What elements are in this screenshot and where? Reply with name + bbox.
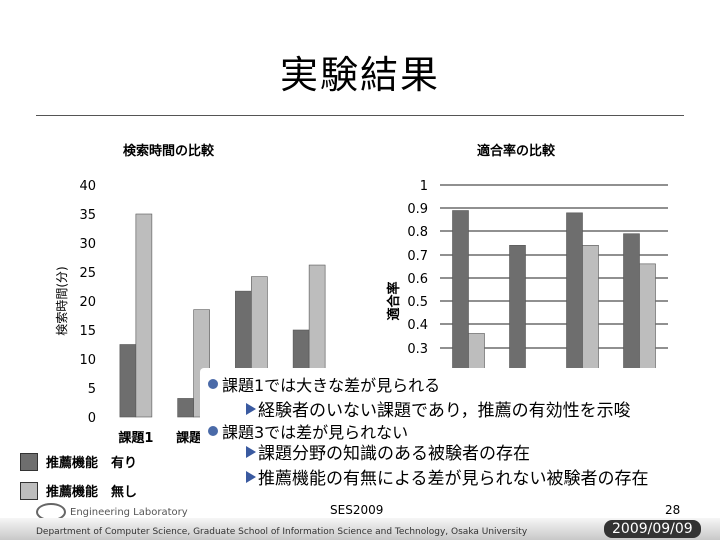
- chart1-ytick-7: 35: [79, 208, 96, 223]
- bullet-dot-icon: [208, 426, 218, 436]
- page-number: 28: [665, 503, 681, 517]
- bullet-2: 経験者のいない課題であり，推薦の有効性を示唆: [246, 396, 631, 421]
- bullet-5-text: 推薦機能の有無による差が見られない被験者の存在: [258, 469, 649, 489]
- bullet-triangle-icon: [246, 445, 256, 458]
- chart2-ytick-8: 1: [420, 179, 428, 194]
- chart2-title: 適合率の比較: [477, 144, 556, 159]
- chart2-ylabel: 適合率: [386, 281, 402, 320]
- legend-swatch-with: [20, 452, 38, 471]
- bullet-3-text: 課題3では差が見られない: [222, 423, 409, 442]
- bullet-2-text: 経験者のいない課題であり，推薦の有効性を示唆: [258, 401, 631, 421]
- footer-center: SES2009: [330, 503, 384, 517]
- chart1-title: 検索時間の比較: [123, 144, 215, 159]
- chart1-ytick-4: 20: [79, 295, 96, 310]
- bullet-3: 課題3では差が見られない: [208, 419, 408, 443]
- chart1-xtick-0: 課題1: [118, 430, 153, 446]
- chart1-ytick-6: 30: [79, 237, 96, 252]
- legend-swatch-without: [20, 481, 38, 500]
- legend-label-without: 推薦機能 無し: [46, 485, 138, 500]
- chart1-ytick-1: 5: [88, 382, 96, 397]
- chart1-ytick-2: 10: [79, 353, 96, 368]
- chart2-ytick-7: 0.9: [407, 202, 428, 217]
- chart1-ytick-3: 15: [79, 324, 96, 339]
- footer-department: Department of Computer Science, Graduate…: [36, 527, 528, 537]
- bullet-4: 課題分野の知識のある被験者の存在: [246, 439, 530, 464]
- chart2-ytick-6: 0.8: [407, 225, 428, 240]
- chart2-ytick-1: 0.3: [407, 342, 428, 357]
- chart1-ylabel: 検索時間(分): [55, 266, 69, 335]
- logo-text: Engineering Laboratory: [70, 506, 188, 518]
- bullet-1: 課題1では大きな差が見られる: [208, 372, 440, 396]
- legend-item-with: 推薦機能 有り: [20, 452, 137, 471]
- chart1-ytick-8: 40: [79, 179, 96, 194]
- legend: 推薦機能 有り 推薦機能 無し: [20, 452, 137, 500]
- footer-bar: [0, 518, 720, 540]
- legend-item-without: 推薦機能 無し: [20, 481, 137, 500]
- bullet-triangle-icon: [246, 470, 256, 483]
- bullet-5: 推薦機能の有無による差が見られない被験者の存在: [246, 464, 649, 489]
- title-divider: [36, 115, 684, 116]
- chart1-bar-1-0: [177, 398, 194, 418]
- legend-label-with: 推薦機能 有り: [46, 456, 138, 471]
- chart2-ytick-3: 0.5: [407, 295, 428, 310]
- chart1-ytick-0: 0: [88, 411, 96, 426]
- chart2-ytick-5: 0.7: [407, 249, 428, 264]
- chart1-ytick-5: 25: [79, 266, 96, 281]
- chart2-ytick-4: 0.6: [407, 272, 428, 287]
- footer-date: 2009/09/09: [604, 520, 701, 538]
- bullet-1-text: 課題1では大きな差が見られる: [222, 376, 441, 395]
- findings-box: 課題1では大きな差が見られる 経験者のいない課題であり，推薦の有効性を示唆 課題…: [200, 368, 684, 496]
- slide-title: 実験結果: [279, 53, 440, 97]
- bullet-dot-icon: [208, 379, 218, 389]
- bullet-4-text: 課題分野の知識のある被験者の存在: [258, 444, 530, 464]
- bullet-triangle-icon: [246, 402, 256, 415]
- chart1-bar-0-1: [135, 213, 153, 418]
- chart2-ytick-2: 0.4: [407, 318, 428, 333]
- chart1-bar-0-0: [119, 344, 137, 418]
